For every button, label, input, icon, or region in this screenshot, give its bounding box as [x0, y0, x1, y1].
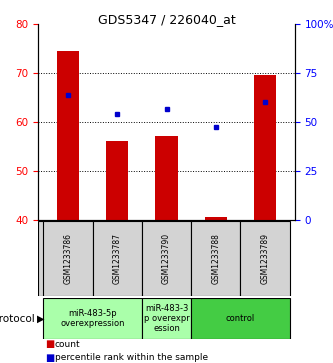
Text: protocol: protocol [0, 314, 35, 323]
Bar [191, 298, 290, 339]
Bar [142, 298, 191, 339]
Bar [191, 221, 240, 296]
Text: ■: ■ [45, 352, 54, 363]
Text: GSM1233786: GSM1233786 [63, 233, 72, 284]
Text: control: control [226, 314, 255, 323]
Text: miR-483-5p
overexpression: miR-483-5p overexpression [60, 309, 125, 328]
Text: count: count [55, 340, 81, 348]
Text: ■: ■ [45, 339, 54, 349]
Bar [240, 221, 290, 296]
Bar [254, 75, 276, 220]
Text: GDS5347 / 226040_at: GDS5347 / 226040_at [98, 13, 235, 26]
Text: percentile rank within the sample: percentile rank within the sample [55, 353, 208, 362]
Text: GSM1233789: GSM1233789 [261, 233, 270, 284]
Bar [93, 221, 142, 296]
Text: GSM1233787: GSM1233787 [113, 233, 122, 284]
Text: ▶: ▶ [37, 314, 44, 323]
Bar [205, 217, 227, 220]
Text: GSM1233788: GSM1233788 [211, 233, 220, 284]
Bar [57, 50, 79, 220]
Bar [43, 221, 93, 296]
Text: miR-483-3
p overexpr
ession: miR-483-3 p overexpr ession [144, 303, 189, 334]
Bar [43, 298, 142, 339]
Bar [106, 141, 128, 220]
Bar [142, 221, 191, 296]
Text: GSM1233790: GSM1233790 [162, 233, 171, 284]
Bar [156, 136, 177, 220]
